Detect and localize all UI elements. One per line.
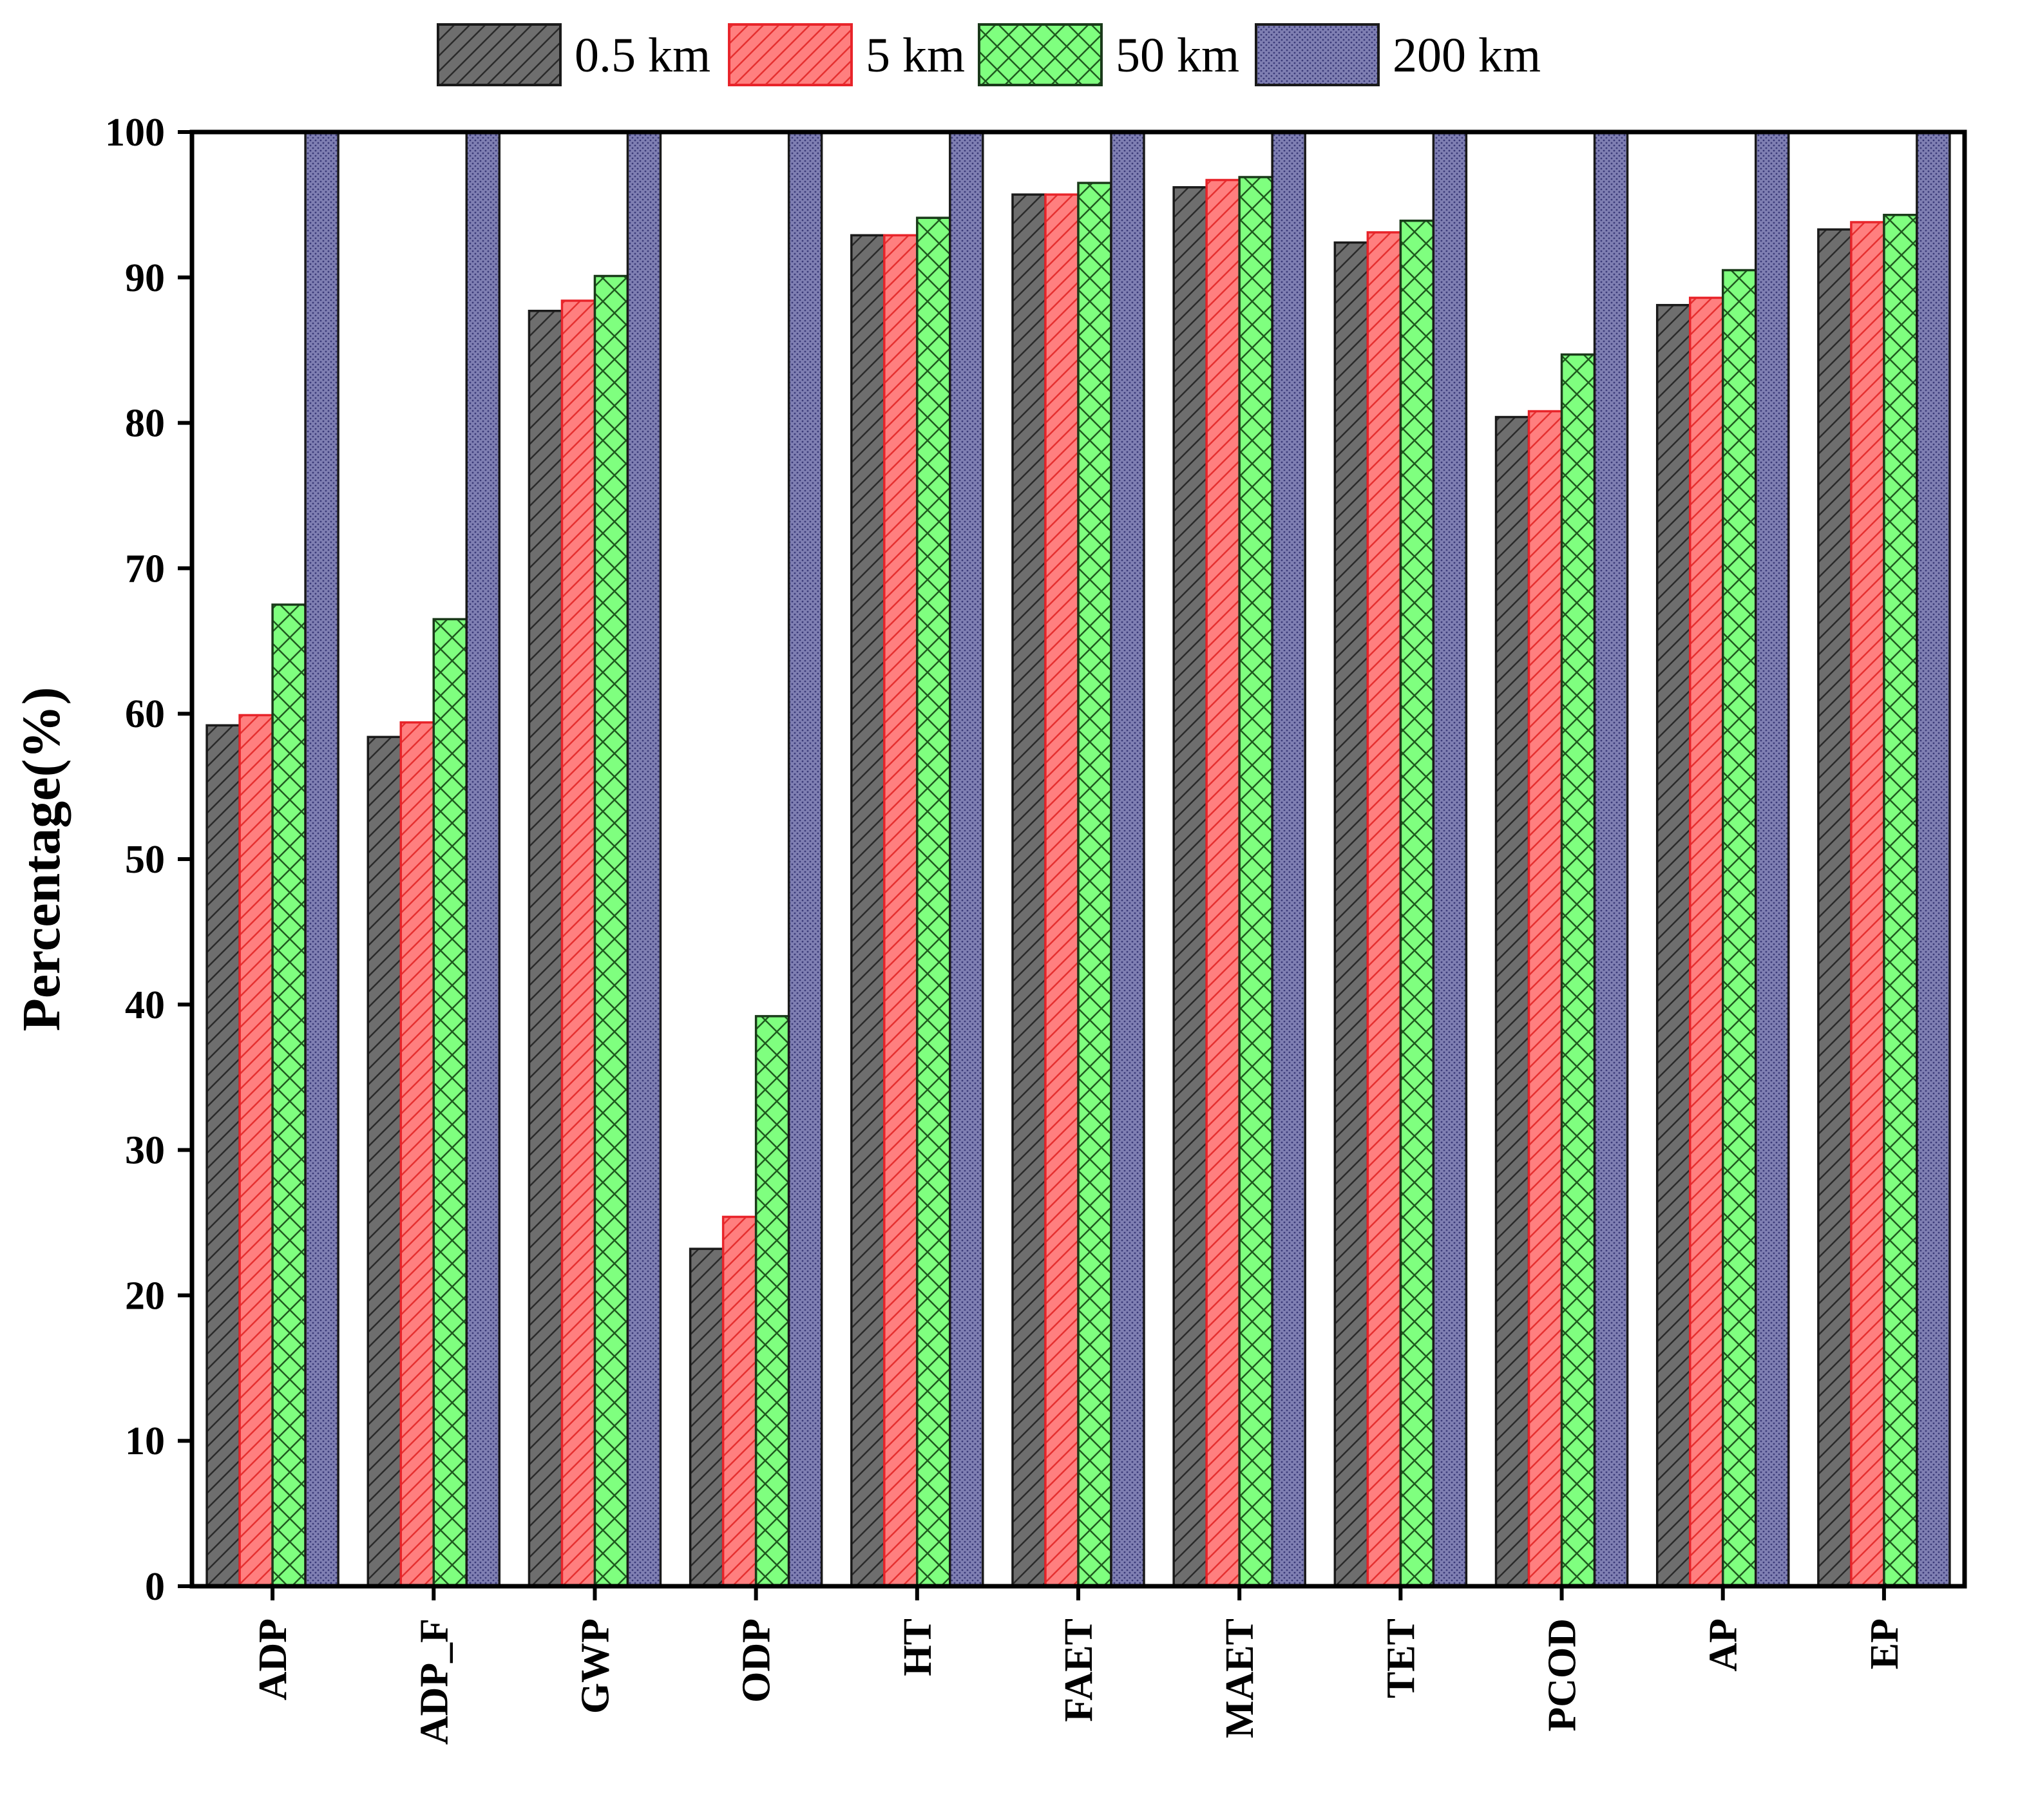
y-tick-label: 50: [125, 838, 165, 882]
bar-pcod-series-1: [1527, 410, 1563, 1588]
y-tick-label: 0: [145, 1565, 165, 1609]
bar-ep-series-0: [1817, 228, 1853, 1588]
bar-tet-series-2: [1399, 219, 1435, 1588]
x-axis: ADP ADP_F GWP ODP HT FAET MAET TET PCOD AP EP: [251, 1586, 1907, 1745]
x-tick-label: EP: [1863, 1618, 1907, 1669]
bar-adp-series-1: [238, 714, 274, 1588]
legend-swatch-1: [728, 23, 853, 86]
bar-adp-series-2: [271, 603, 307, 1588]
bar-adp-series-0: [205, 724, 241, 1588]
legend: 0.5 km 5 km 50 km 200 km: [437, 23, 1541, 86]
bar-tet-series-0: [1333, 241, 1369, 1588]
bar-gwp-series-1: [560, 299, 596, 1588]
x-tick-label: PCOD: [1541, 1618, 1585, 1732]
y-tick-label: 10: [125, 1419, 165, 1463]
x-tick-label: FAET: [1057, 1618, 1101, 1722]
bar-ap-series-1: [1688, 296, 1724, 1588]
bar-ht-series-1: [883, 234, 919, 1588]
y-tick-label: 80: [125, 402, 165, 446]
y-tick-label: 70: [125, 547, 165, 591]
bar-pcod-series-0: [1494, 415, 1530, 1588]
y-tick-label: 30: [125, 1129, 165, 1173]
bar-adp-series-3: [304, 131, 339, 1588]
bar-maet-series-0: [1172, 186, 1208, 1588]
bar-maet-series-2: [1238, 176, 1273, 1588]
bar-adp-f-series-1: [399, 721, 435, 1588]
bar-gwp-series-0: [528, 309, 564, 1588]
bar-pcod-series-2: [1560, 353, 1596, 1588]
x-tick-label: MAET: [1218, 1618, 1262, 1738]
bar-odp-series-2: [754, 1015, 790, 1588]
bars-group: [205, 131, 1951, 1588]
bar-faet-series-1: [1044, 193, 1080, 1588]
legend-label-2: 50 km: [1116, 28, 1239, 82]
legend-label-1: 5 km: [866, 28, 965, 82]
bar-faet-series-3: [1110, 131, 1145, 1588]
bar-gwp-series-2: [593, 274, 629, 1588]
bar-faet-series-2: [1077, 182, 1112, 1588]
bar-tet-series-3: [1432, 131, 1468, 1588]
bar-ep-series-3: [1916, 131, 1951, 1588]
bar-adp-f-series-3: [465, 131, 501, 1588]
bar-tet-series-1: [1366, 231, 1402, 1588]
bar-odp-series-1: [721, 1215, 757, 1588]
bar-faet-series-0: [1011, 193, 1047, 1588]
bar-ht-series-2: [916, 216, 951, 1588]
bar-ht-series-3: [949, 131, 984, 1588]
y-tick-label: 20: [125, 1274, 165, 1318]
legend-label-0: 0.5 km: [575, 28, 710, 82]
bar-maet-series-3: [1271, 131, 1306, 1588]
legend-label-3: 200 km: [1393, 28, 1541, 82]
bar-ap-series-0: [1655, 303, 1691, 1588]
bar-adp-f-series-0: [367, 735, 403, 1588]
x-tick-label: TET: [1379, 1618, 1423, 1698]
bar-adp-f-series-2: [432, 618, 468, 1588]
y-tick-label: 90: [125, 256, 165, 300]
x-tick-label: GWP: [573, 1618, 617, 1714]
legend-swatch-0: [437, 23, 562, 86]
y-axis-title: Percentage(%): [12, 687, 71, 1032]
x-tick-label: ADP_F: [412, 1618, 456, 1745]
bar-odp-series-0: [689, 1247, 725, 1588]
y-axis: 0 10 20 30 40 50 60 70 80 90 100: [105, 111, 192, 1609]
bar-ep-series-2: [1883, 213, 1918, 1588]
bar-pcod-series-3: [1593, 131, 1629, 1588]
bar-gwp-series-3: [626, 131, 662, 1588]
x-tick-label: ADP: [251, 1618, 295, 1700]
bar-maet-series-1: [1205, 178, 1241, 1588]
legend-swatch-2: [978, 23, 1103, 86]
x-tick-label: HT: [896, 1618, 940, 1676]
legend-swatch-3: [1255, 23, 1380, 86]
bar-ht-series-0: [850, 234, 886, 1588]
bar-odp-series-3: [787, 131, 823, 1588]
y-tick-label: 100: [105, 111, 165, 155]
x-tick-label: ODP: [735, 1618, 779, 1703]
x-tick-label: AP: [1702, 1618, 1746, 1672]
y-tick-label: 40: [125, 983, 165, 1027]
bar-ap-series-2: [1721, 269, 1757, 1588]
bar-ap-series-3: [1754, 131, 1790, 1588]
bar-ep-series-1: [1850, 221, 1885, 1588]
y-tick-label: 60: [125, 692, 165, 736]
